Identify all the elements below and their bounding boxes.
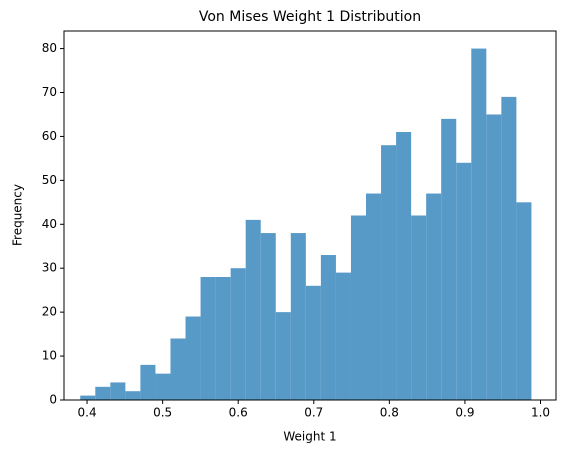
bar bbox=[80, 395, 96, 400]
bar bbox=[230, 268, 246, 400]
bar bbox=[170, 338, 186, 400]
bar bbox=[155, 373, 171, 400]
bar bbox=[486, 114, 502, 400]
bar bbox=[426, 193, 442, 400]
bar bbox=[350, 215, 367, 400]
bar bbox=[125, 391, 141, 400]
bar bbox=[366, 193, 382, 400]
x-tick-label: 0.7 bbox=[304, 406, 323, 420]
bar bbox=[95, 386, 111, 400]
bar bbox=[215, 277, 231, 400]
x-tick-label: 0.5 bbox=[153, 406, 172, 420]
bar bbox=[516, 202, 532, 400]
y-tick-label: 10 bbox=[42, 349, 57, 363]
bar bbox=[200, 277, 216, 400]
y-tick-label: 60 bbox=[42, 129, 57, 143]
bar bbox=[290, 233, 306, 400]
chart-title: Von Mises Weight 1 Distribution bbox=[199, 9, 421, 25]
bar bbox=[260, 233, 276, 400]
x-axis-label: Weight 1 bbox=[283, 430, 336, 444]
bar bbox=[245, 219, 261, 400]
y-tick-label: 50 bbox=[42, 173, 57, 187]
x-tick-label: 1.0 bbox=[531, 406, 550, 420]
x-tick-label: 0.8 bbox=[380, 406, 399, 420]
bar bbox=[471, 48, 487, 400]
bar bbox=[275, 312, 291, 400]
y-tick-label: 70 bbox=[42, 85, 57, 99]
y-tick-label: 30 bbox=[42, 261, 57, 275]
bar bbox=[335, 272, 351, 400]
y-axis-label: Frequency bbox=[11, 184, 25, 246]
x-tick-label: 0.9 bbox=[455, 406, 474, 420]
bar bbox=[140, 364, 156, 400]
y-tick-label: 20 bbox=[42, 305, 57, 319]
x-tick-label: 0.6 bbox=[229, 406, 248, 420]
y-tick-label: 40 bbox=[42, 217, 57, 231]
bar bbox=[381, 145, 397, 400]
bar bbox=[305, 285, 321, 400]
bar bbox=[456, 162, 472, 400]
bar bbox=[411, 215, 427, 400]
bar bbox=[441, 118, 457, 400]
bar bbox=[185, 316, 201, 400]
bar bbox=[320, 255, 336, 400]
y-tick-label: 80 bbox=[42, 41, 57, 55]
bar bbox=[501, 96, 517, 401]
x-tick-label: 0.4 bbox=[78, 406, 97, 420]
plot-frame bbox=[63, 30, 557, 401]
bar bbox=[110, 382, 126, 400]
y-tick-label: 0 bbox=[49, 393, 57, 407]
bar bbox=[396, 132, 412, 401]
